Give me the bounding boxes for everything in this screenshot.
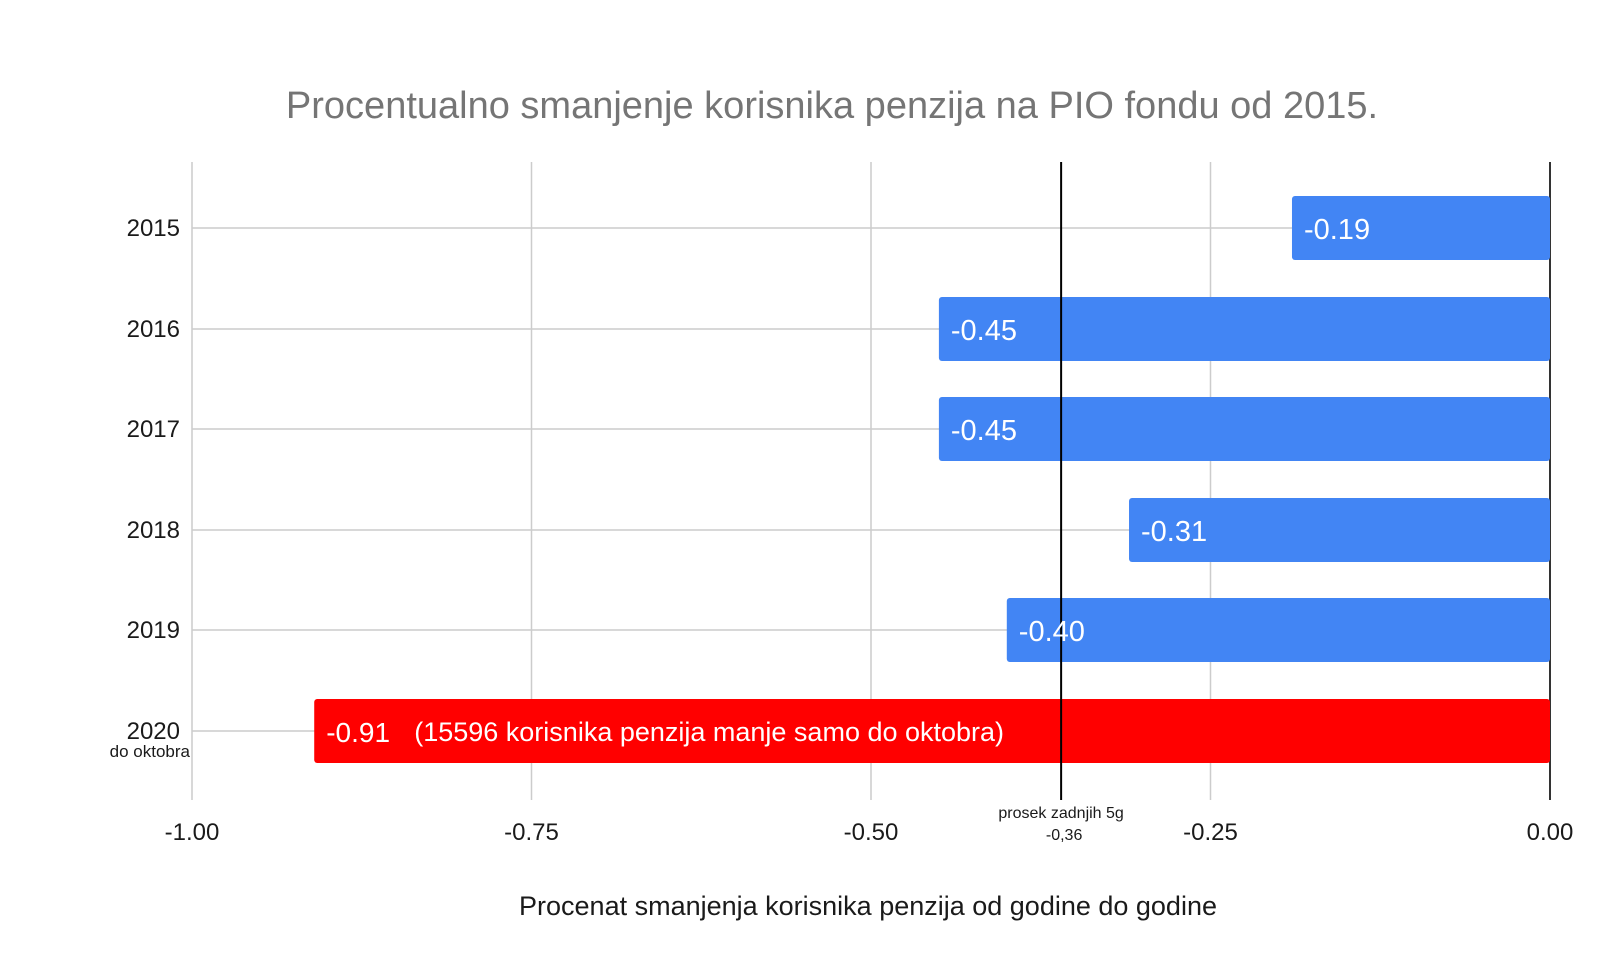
x-tick-label: -0.25 [1183,819,1238,846]
bar [1129,498,1550,562]
label-layer: -1.00 -0.75 -0.50 -0.25 0.00 2015 2016 2017 2018… [110,214,1574,846]
bar-data-label: -0.45 [951,415,1017,447]
bar-data-label: -0.40 [1019,616,1085,648]
bar [938,397,1550,461]
y-tick-label: 2017 [127,416,180,443]
bar [314,699,1551,763]
bar [938,297,1550,361]
x-tick-label: -1.00 [165,819,220,846]
bar [1291,196,1550,260]
x-axis-title: Procenat smanjenja korisnika penzija od … [519,891,1217,921]
bar-data-label: -0.19 [1304,214,1370,246]
bar-layer [314,196,1551,763]
chart-title: Procentualno smanjenje korisnika penzija… [286,85,1378,127]
bar [1006,598,1550,662]
y-tick-label: 2020 [127,718,180,745]
y-tick-label: 2015 [127,215,180,242]
y-tick-label: 2019 [127,617,180,644]
bar-data-label: -0.91 [326,717,390,748]
y-tick-sublabel: do oktobra [110,742,191,761]
y-tick-label: 2016 [127,316,180,343]
x-tick-label: -0.75 [504,819,559,846]
bar-data-label: -0.31 [1141,516,1207,548]
bar-data-label: -0.45 [951,315,1017,347]
x-tick-label: -0.50 [844,819,899,846]
y-tick-label: 2018 [127,517,180,544]
reference-line-value: -0,36 [1046,827,1083,844]
reference-line-label: prosek zadnjih 5g [998,805,1123,822]
x-tick-label: 0.00 [1527,819,1574,846]
bar-extra-label: (15596 korisnika penzija manje samo do o… [414,717,1004,747]
